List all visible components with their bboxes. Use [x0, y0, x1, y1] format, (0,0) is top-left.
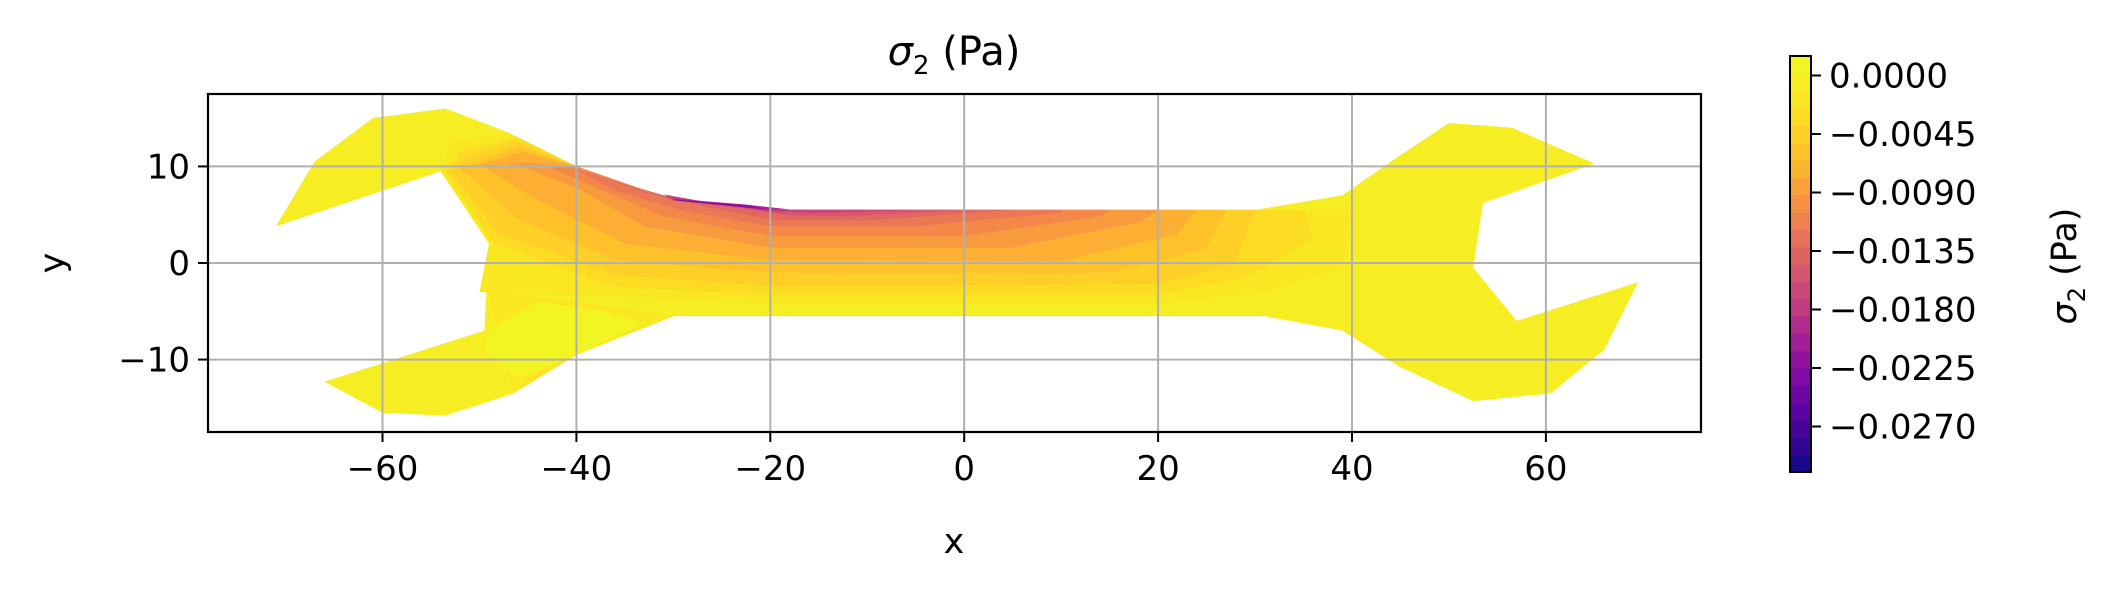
colorbar-segment — [1790, 368, 1811, 386]
colorbar-tick-label: −0.0090 — [1829, 174, 1976, 214]
colorbar-segment — [1790, 56, 1811, 74]
x-tick-label: 40 — [1330, 449, 1373, 489]
colorbar-label: σ2 (Pa) — [2045, 208, 2091, 325]
colorbar-segment — [1790, 402, 1811, 421]
colorbar-segment — [1790, 177, 1811, 196]
colorbar-ticks: 0.0000 −0.0045 −0.0090 −0.0135 −0.0180 −0.022… — [1811, 57, 1976, 448]
x-tick-label: 20 — [1136, 449, 1179, 489]
x-tick-label: −20 — [734, 449, 806, 489]
colorbar-tick-label: −0.0180 — [1829, 291, 1976, 331]
contour-band — [673, 199, 771, 210]
grid-lines — [208, 94, 1701, 432]
colorbar-segment — [1790, 212, 1811, 230]
x-axis-ticks: −60 −40 −20 0 20 40 60 — [347, 432, 1568, 489]
colorbar-segment — [1790, 73, 1811, 92]
colorbar-tick-label: −0.0045 — [1829, 115, 1976, 155]
y-tick-label: 10 — [147, 147, 190, 187]
colorbar-segment — [1790, 125, 1811, 144]
x-tick-label: −60 — [347, 449, 419, 489]
colorbar-tick-label: −0.0270 — [1829, 408, 1976, 448]
chart-title: σ2 (Pa) — [888, 29, 1021, 81]
colorbar-segment — [1790, 420, 1811, 438]
colorbar-tick-label: −0.0225 — [1829, 349, 1976, 389]
colorbar-segment — [1790, 385, 1811, 404]
colorbar — [1789, 55, 1812, 473]
colorbar-segment — [1790, 281, 1811, 300]
colorbar-segment — [1790, 298, 1811, 317]
colorbar-segment — [1790, 264, 1811, 282]
colorbar-segment — [1790, 454, 1811, 473]
colorbar-segment — [1790, 350, 1811, 369]
x-tick-label: 0 — [953, 449, 975, 489]
colorbar-segment — [1790, 229, 1811, 248]
y-axis-ticks: −10 0 10 — [118, 147, 208, 381]
y-tick-label: −10 — [118, 341, 190, 381]
colorbar-segment — [1790, 437, 1811, 456]
colorbar-segment — [1790, 90, 1811, 109]
colorbar-segment — [1790, 160, 1811, 178]
colorbar-tick-label: 0.0000 — [1829, 57, 1948, 97]
y-tick-label: 0 — [168, 244, 190, 284]
colorbar-segment — [1790, 316, 1811, 334]
colorbar-tick-label: −0.0135 — [1829, 232, 1976, 272]
colorbar-frame — [1789, 55, 1812, 473]
colorbar-segment — [1790, 108, 1811, 126]
colorbar-segment — [1790, 333, 1811, 352]
colorbar-segment — [1790, 194, 1811, 213]
x-tick-label: −40 — [541, 449, 613, 489]
x-axis-label: x — [944, 522, 965, 562]
x-tick-label: 60 — [1524, 449, 1567, 489]
y-axis-label: y — [33, 253, 73, 274]
colorbar-segment — [1790, 246, 1811, 265]
colorbar-segment — [1790, 142, 1811, 161]
